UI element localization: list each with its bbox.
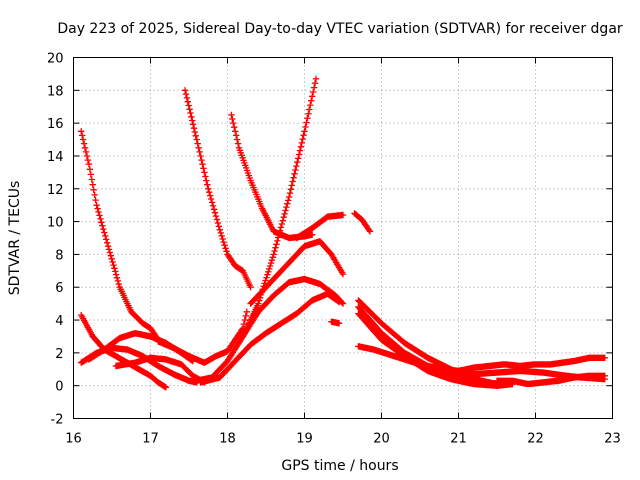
- x-tick-label: 16: [65, 432, 82, 447]
- y-axis-label: SDTVAR / TECUs: [7, 181, 23, 296]
- y-tick-label: 10: [47, 216, 64, 231]
- series-arc-g: [181, 87, 254, 291]
- data-point-marks: [78, 128, 162, 343]
- series-arc-v: [470, 367, 608, 383]
- x-axis-label: GPS time / hours: [281, 458, 398, 474]
- x-tick-label: 18: [219, 432, 236, 447]
- x-tick-label: 17: [142, 432, 159, 447]
- y-tick-label: 6: [55, 281, 63, 296]
- axis-ticks: 16 17 18 19 20 21 22 23 -2 0 2 4 6 8 10 12 14 16 18 20: [47, 52, 621, 447]
- series-arc-o: [351, 210, 374, 235]
- data-point-marks: [470, 367, 608, 383]
- data-point-marks: [112, 354, 208, 386]
- data-point-marks: [197, 290, 343, 386]
- chart-title: Day 223 of 2025, Sidereal Day-to-day VTE…: [57, 21, 623, 37]
- y-tick-label: 4: [55, 314, 63, 329]
- series-arc-t: [439, 354, 608, 375]
- y-tick-label: 2: [55, 347, 63, 362]
- y-tick-label: 18: [47, 84, 64, 99]
- data-point-marks: [85, 330, 197, 365]
- x-tick-label: 22: [527, 432, 544, 447]
- plot-frame: [73, 57, 613, 419]
- series-arc-n: [328, 318, 343, 327]
- y-tick-label: 14: [47, 150, 64, 165]
- data-points: [78, 75, 608, 391]
- x-tick-label: 20: [373, 432, 390, 447]
- x-tick-label: 23: [604, 432, 621, 447]
- data-point-marks: [181, 87, 254, 291]
- y-tick-label: 16: [47, 117, 64, 132]
- y-tick-label: 12: [47, 183, 64, 198]
- y-tick-label: 8: [55, 248, 63, 263]
- series-arc-l: [247, 238, 347, 307]
- series-arc-f: [85, 330, 197, 365]
- series-arc-k: [239, 275, 347, 340]
- data-point-marks: [439, 354, 608, 375]
- data-point-marks: [247, 238, 347, 307]
- series-arc-a: [78, 128, 162, 343]
- x-tick-label: 19: [296, 432, 313, 447]
- y-tick-label: -2: [51, 413, 64, 428]
- data-point-marks: [293, 211, 347, 242]
- y-tick-label: 20: [47, 52, 64, 67]
- x-tick-label: 21: [450, 432, 467, 447]
- series-arc-j: [197, 290, 343, 386]
- series-arc-e: [112, 354, 208, 386]
- data-point-marks: [239, 275, 347, 340]
- data-point-marks: [351, 210, 374, 235]
- series-arc-m: [293, 211, 347, 242]
- data-point-marks: [328, 318, 343, 327]
- y-tick-label: 0: [55, 380, 63, 395]
